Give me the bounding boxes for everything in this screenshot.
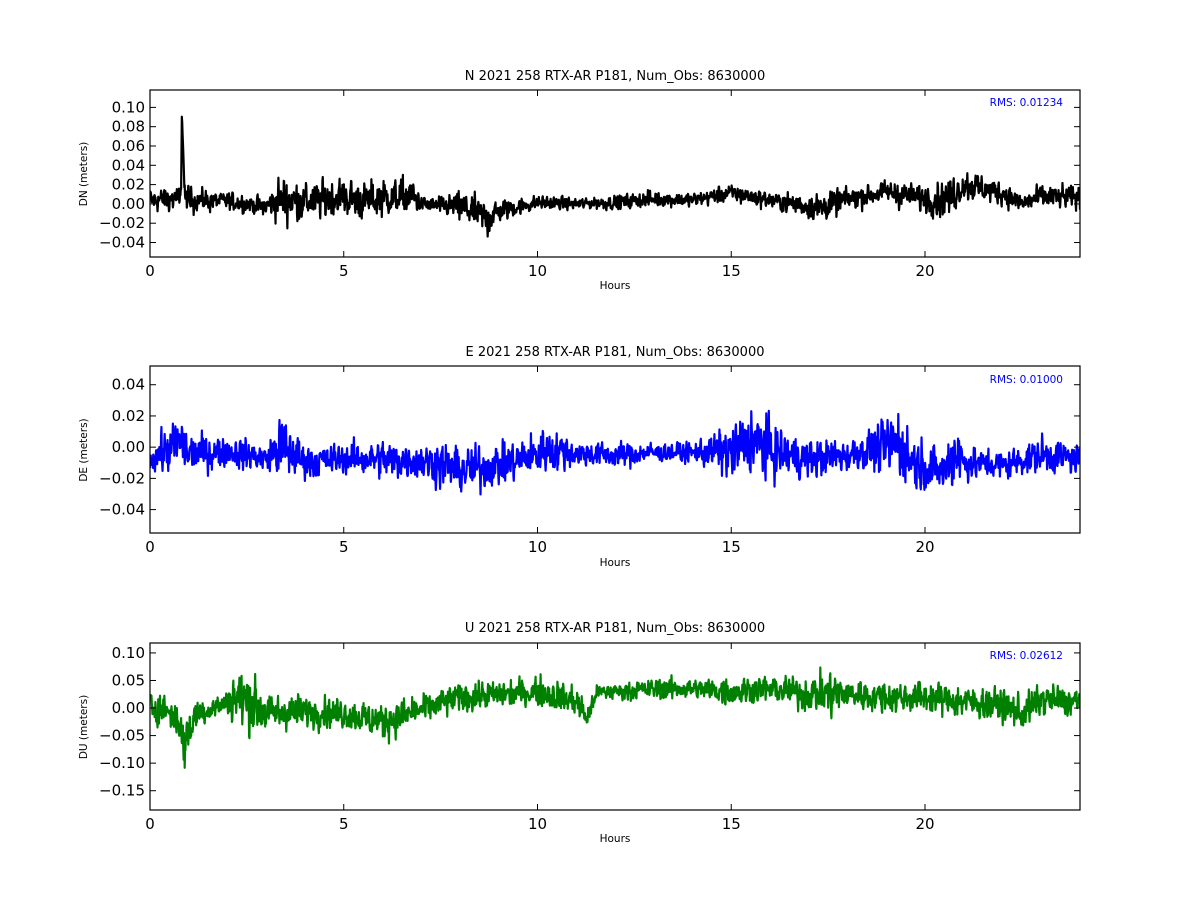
x-tick-label: 0 [145, 538, 155, 556]
plot-frame-north [149, 89, 1081, 258]
y-axis-label-north: DN (meters) [78, 142, 90, 207]
plot-frame-up [149, 642, 1081, 811]
chart-title-east: E 2021 258 RTX-AR P181, Num_Obs: 8630000 [466, 345, 765, 360]
plot-area-up [150, 666, 1080, 769]
y-tick-label: 0.02 [112, 407, 145, 425]
x-axis-label-north: Hours [600, 280, 631, 292]
x-tick-label: 10 [528, 262, 547, 280]
y-tick-label: 0.00 [112, 438, 145, 456]
chart-title-north: N 2021 258 RTX-AR P181, Num_Obs: 8630000 [465, 69, 765, 84]
y-tick-label: −0.15 [99, 782, 145, 800]
y-tick-label: 0.08 [112, 118, 145, 136]
x-tick-label: 0 [145, 262, 155, 280]
plot-area-north [150, 115, 1080, 238]
y-tick-label: −0.04 [99, 234, 145, 252]
panel-up: U 2021 258 RTX-AR P181, Num_Obs: 8630000… [78, 621, 1081, 845]
plot-area-east [150, 409, 1080, 496]
y-axis-ticks-east: −0.04 −0.02 0.00 0.02 0.04 [99, 376, 1080, 519]
y-tick-label: 0.05 [112, 671, 145, 689]
y-tick-label: 0.10 [112, 98, 145, 116]
y-tick-label: 0.04 [112, 376, 145, 394]
y-axis-ticks-up: −0.15 −0.10 −0.05 0.00 0.05 0.10 [99, 644, 1080, 800]
x-tick-label: 15 [722, 815, 741, 833]
y-axis-ticks-north: −0.04 −0.020.000.02 0.040.060.08 0.10 [99, 98, 1080, 252]
panel-north: N 2021 258 RTX-AR P181, Num_Obs: 8630000… [78, 69, 1081, 292]
y-tick-label: 0.00 [112, 195, 145, 213]
x-axis-label-up: Hours [600, 833, 631, 845]
x-tick-label: 5 [339, 538, 349, 556]
plot-frame-east [149, 365, 1081, 534]
x-tick-label: 10 [528, 538, 547, 556]
y-axis-label-east: DE (meters) [78, 418, 90, 481]
y-tick-label: −0.05 [99, 727, 145, 745]
x-tick-label: 20 [915, 262, 934, 280]
x-axis-ticks-north: 0 5 10 15 20 [145, 90, 935, 280]
x-axis-ticks-east: 0 5 10 15 20 [145, 366, 935, 556]
y-tick-label: 0.02 [112, 176, 145, 194]
y-axis-label-up: DU (meters) [78, 695, 90, 759]
rms-annotation-north: RMS: 0.01234 [990, 97, 1064, 109]
series-line-north [150, 115, 1080, 238]
x-tick-label: 5 [339, 262, 349, 280]
x-tick-label: 15 [722, 262, 741, 280]
x-tick-label: 0 [145, 815, 155, 833]
y-tick-label: −0.02 [99, 214, 145, 232]
x-tick-label: 20 [915, 538, 934, 556]
x-tick-label: 10 [528, 815, 547, 833]
x-tick-label: 20 [915, 815, 934, 833]
y-tick-label: 0.06 [112, 137, 145, 155]
x-tick-label: 15 [722, 538, 741, 556]
y-tick-label: 0.04 [112, 156, 145, 174]
y-tick-label: 0.10 [112, 644, 145, 662]
series-line-east [150, 409, 1080, 496]
y-tick-label: 0.00 [112, 699, 145, 717]
rms-annotation-up: RMS: 0.02612 [990, 650, 1063, 662]
y-tick-label: −0.04 [99, 501, 145, 519]
rms-annotation-east: RMS: 0.01000 [990, 374, 1063, 386]
y-tick-label: −0.02 [99, 469, 145, 487]
x-axis-label-east: Hours [600, 557, 631, 569]
series-line-up [150, 666, 1080, 769]
panel-east: E 2021 258 RTX-AR P181, Num_Obs: 8630000… [78, 345, 1081, 569]
x-tick-label: 5 [339, 815, 349, 833]
chart-title-up: U 2021 258 RTX-AR P181, Num_Obs: 8630000 [465, 621, 765, 636]
y-tick-label: −0.10 [99, 754, 145, 772]
x-axis-ticks-up: 0 5 10 15 20 [145, 643, 935, 833]
